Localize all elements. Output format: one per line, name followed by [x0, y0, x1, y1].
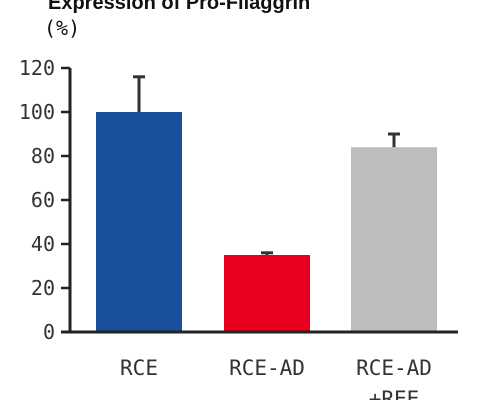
- y-tick-label-100: 100: [19, 100, 55, 124]
- bar-1: [96, 112, 182, 332]
- error-bar-1: [133, 75, 145, 112]
- y-tick-label-0: 0: [43, 320, 55, 344]
- bar-3: [351, 147, 437, 332]
- error-bars-group: [133, 75, 400, 255]
- y-tick-label-120: 120: [19, 56, 55, 80]
- error-bar-3: [388, 132, 400, 148]
- y-tick-label-40: 40: [31, 232, 55, 256]
- chart-title: Expression of Pro-Filaggrin: [48, 0, 311, 14]
- x-category-label-3: RCE-AD: [356, 356, 432, 380]
- bars-group: [96, 112, 437, 332]
- y-unit-label: (%): [44, 16, 81, 40]
- y-tick-label-60: 60: [31, 188, 55, 212]
- y-ticks-group: 0 20 40 60 80 100 120: [19, 56, 70, 344]
- x-category-label-1: RCE: [120, 356, 158, 380]
- x-category-label-2: RCE-AD: [229, 356, 305, 380]
- x-labels-group: RCE RCE-AD RCE-AD +REE: [120, 356, 432, 400]
- bar-2: [224, 255, 310, 332]
- error-bar-2: [261, 251, 273, 255]
- y-tick-label-20: 20: [31, 276, 55, 300]
- y-tick-label-80: 80: [31, 144, 55, 168]
- x-category-label-3-line2: +REE: [369, 387, 420, 400]
